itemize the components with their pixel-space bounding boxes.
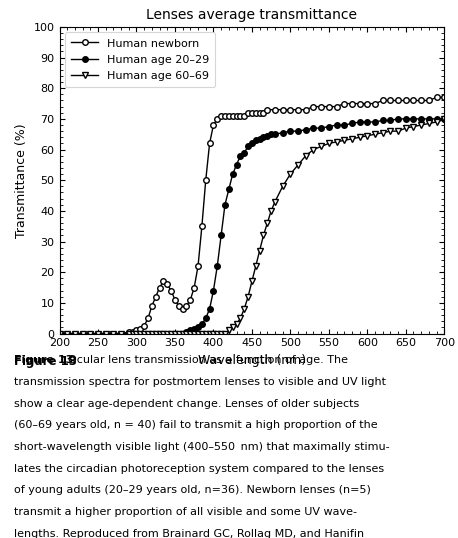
Text: show a clear age-dependent change. Lenses of older subjects: show a clear age-dependent change. Lense… (14, 399, 359, 409)
Human age 60–69 (365, 132, 370, 139)
Human age 60–69 (238, 315, 243, 322)
Human age 60–69 (357, 134, 362, 140)
Human age 20–29 (238, 152, 243, 159)
Human newborn (142, 323, 147, 329)
Human newborn (241, 112, 247, 119)
Text: Figure 13: Figure 13 (14, 356, 73, 365)
Human age 20–29 (365, 119, 370, 125)
Human age 20–29 (57, 330, 62, 337)
Text: (60–69 years old, n = 40) fail to transmit a high proportion of the: (60–69 years old, n = 40) fail to transm… (14, 420, 377, 430)
Human age 20–29 (442, 116, 447, 122)
Human newborn (176, 303, 181, 309)
Line: Human age 60–69: Human age 60–69 (56, 116, 447, 337)
Text: lengths. Reproduced from Brainard GC, Rollag MD, and Hanifin: lengths. Reproduced from Brainard GC, Ro… (14, 528, 364, 538)
Title: Lenses average transmittance: Lenses average transmittance (147, 8, 357, 22)
Human age 60–69 (57, 330, 62, 337)
Human newborn (426, 97, 431, 104)
Human age 60–69 (153, 330, 158, 337)
Human newborn (180, 306, 185, 312)
Legend: Human newborn, Human age 20–29, Human age 60–69: Human newborn, Human age 20–29, Human ag… (65, 32, 215, 87)
Human age 20–29 (172, 330, 178, 337)
Line: Human age 20–29: Human age 20–29 (57, 116, 447, 336)
Human age 20–29 (153, 330, 158, 337)
Human age 60–69 (161, 330, 166, 337)
X-axis label: Wavelength (nm): Wavelength (nm) (198, 354, 306, 367)
Human age 20–29 (126, 330, 131, 337)
Human age 60–69 (172, 330, 178, 337)
Y-axis label: Transmittance (%): Transmittance (%) (15, 123, 28, 238)
Text: short-wavelength visible light (400–550 nm) that maximally stimu-: short-wavelength visible light (400–550 … (14, 442, 389, 452)
Text: transmit a higher proportion of all visible and some UV wave-: transmit a higher proportion of all visi… (14, 507, 357, 517)
Text: lates the circadian photoreception system compared to the lenses: lates the circadian photoreception syste… (14, 464, 384, 473)
Text: of young adults (20–29 years old, n=36). Newborn lenses (n=5): of young adults (20–29 years old, n=36).… (14, 485, 371, 495)
Human newborn (95, 330, 101, 337)
Text: Ocular lens transmission as a function of age. The: Ocular lens transmission as a function o… (61, 356, 348, 365)
Human age 20–29 (395, 116, 401, 122)
Text: transmission spectra for postmortem lenses to visible and UV light: transmission spectra for postmortem lens… (14, 377, 386, 387)
Human age 20–29 (357, 119, 362, 125)
Human newborn (442, 94, 447, 101)
Human newborn (434, 94, 439, 101)
Text: Figure 13: Figure 13 (14, 356, 76, 369)
Human age 60–69 (442, 116, 447, 122)
Line: Human newborn: Human newborn (57, 95, 447, 336)
Human newborn (57, 330, 62, 337)
